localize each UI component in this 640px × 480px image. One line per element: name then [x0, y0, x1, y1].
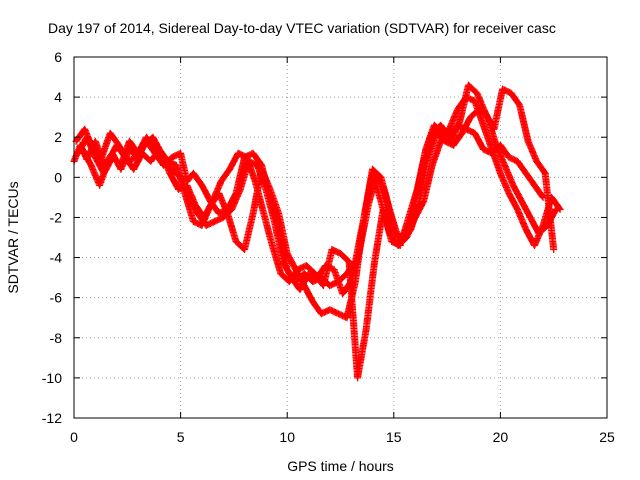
data-points	[70, 81, 564, 382]
axis-ticks	[73, 56, 608, 419]
x-tick-label: 25	[599, 429, 615, 445]
x-tick-label: 20	[493, 429, 509, 445]
y-tick-label: 0	[54, 169, 62, 185]
x-tick-labels: 0 5 10 15 20 25	[70, 429, 615, 445]
chart-title: Day 197 of 2014, Sidereal Day-to-day VTE…	[48, 20, 556, 36]
y-tick-label: -4	[50, 250, 63, 266]
y-tick-label: 2	[54, 129, 62, 145]
y-tick-label: -10	[42, 370, 62, 386]
y-tick-label: -2	[50, 209, 63, 225]
y-tick-labels: -12 -10 -8 -6 -4 -2 0 2 4 6	[42, 49, 62, 426]
data-point-markers	[70, 81, 564, 382]
y-tick-label: -8	[50, 330, 63, 346]
x-axis-title: GPS time / hours	[287, 458, 394, 474]
y-tick-label: 4	[54, 89, 62, 105]
y-tick-label: -6	[50, 290, 63, 306]
x-tick-label: 15	[386, 429, 402, 445]
y-axis-title: SDTVAR / TECUs	[5, 181, 21, 293]
y-tick-label: -12	[42, 410, 62, 426]
x-tick-label: 5	[177, 429, 185, 445]
plot-frame	[73, 56, 608, 419]
x-tick-label: 10	[279, 429, 295, 445]
y-tick-label: 6	[54, 49, 62, 65]
grid-lines	[74, 57, 607, 418]
x-tick-label: 0	[70, 429, 78, 445]
